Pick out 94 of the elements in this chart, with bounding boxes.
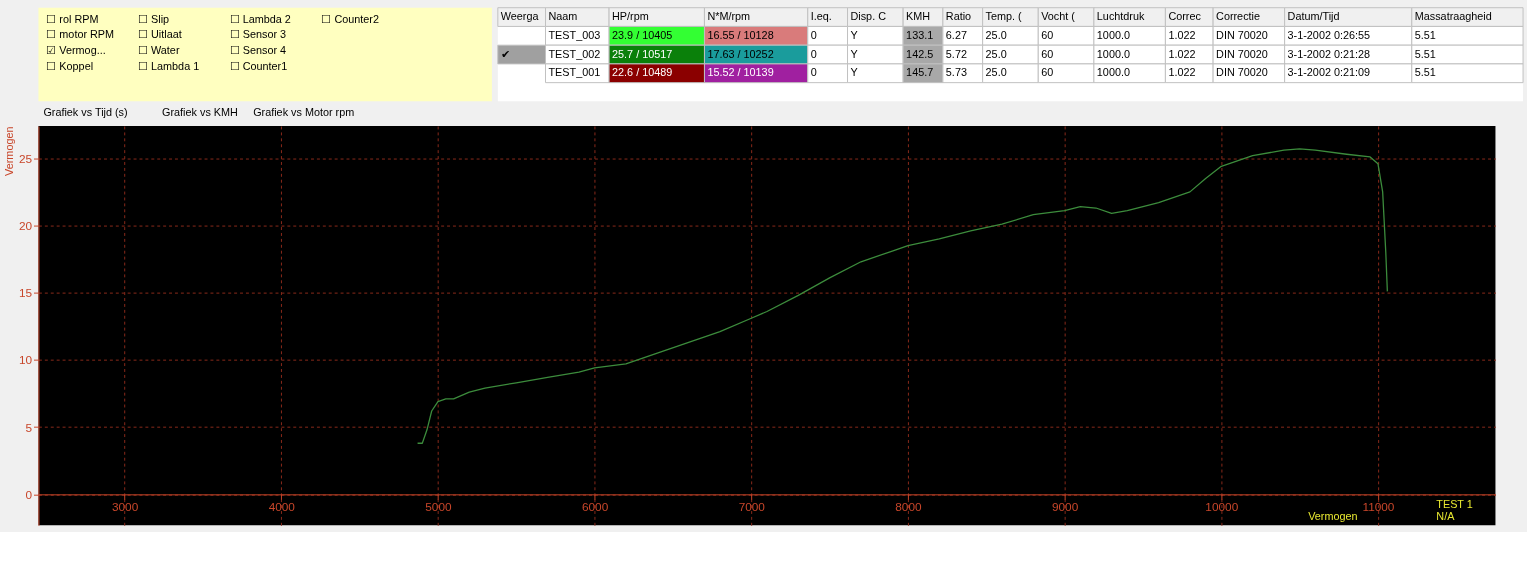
text: TEST_001 [548,66,601,79]
text: 145.7 [906,66,934,79]
x-tick-label: 10000 [1205,499,1239,514]
text: 60 [1041,66,1054,79]
text: 25.7 / 10517 [612,47,673,60]
text: 1000.0 [1096,66,1130,79]
text: Grafiek vs KMH [162,106,238,119]
category-label: N*M/rpm [707,10,751,23]
text: 5.72 [945,47,967,60]
text: ☐ Sensor 3 [229,28,287,41]
text: 1.022 [1168,28,1196,41]
y-tick-label: 5 [25,420,33,435]
text: TEST_003 [548,28,601,41]
text: ☐ Lambda 2 [229,12,291,25]
text: 60 [1041,28,1054,41]
text: 133.1 [906,28,934,41]
text: ☐ Counter2 [321,12,379,25]
text: DIN 70020 [1216,47,1268,60]
text: ☐ Uitlaat [138,28,182,41]
x-tick-label: 8000 [895,499,923,514]
y-tick-label: 0 [25,487,33,502]
text: Y [850,28,858,41]
x-tick-label: 9000 [1051,499,1079,514]
text: 22.6 / 10489 [612,66,673,79]
category-label: Vocht ( [1041,10,1076,23]
text: 5.73 [945,66,967,79]
text: 1000.0 [1096,47,1130,60]
text: 1000.0 [1096,28,1130,41]
text: ✔ [500,47,510,60]
x-tick-label: 6000 [581,499,609,514]
text: Grafiek vs Motor rpm [253,106,355,119]
category-label: I.eq. [810,10,832,23]
category-label: KMH [906,10,931,23]
text: ☐ Lambda 1 [138,59,200,72]
text: 5.51 [1414,28,1436,41]
y-tick-label: 15 [18,286,33,301]
x-tick-label: 7000 [738,499,766,514]
text: 15.52 / 10139 [707,66,774,79]
text: 25.0 [985,28,1007,41]
text: 17.63 / 10252 [707,47,774,60]
category-label: Massatraagheid [1414,10,1492,23]
x-tick-label: 3000 [111,499,139,514]
annotation: Vermogen [1308,510,1358,523]
text: 5.51 [1414,66,1436,79]
category-label: Disp. C [850,10,887,23]
text: 3-1-2002 0:21:28 [1287,47,1371,60]
text: 60 [1041,47,1054,60]
y-tick-label: 10 [18,353,33,368]
text: 142.5 [906,47,934,60]
annotation: TEST 1 [1436,497,1473,510]
y-axis-title: Vermogen [2,126,15,176]
text: Y [850,47,858,60]
y-tick-label: 20 [18,218,33,233]
text: DIN 70020 [1216,28,1268,41]
x-tick-label: 5000 [425,499,453,514]
text: 16.55 / 10128 [707,28,774,41]
annotation: N/A [1436,510,1456,523]
text: 1.022 [1168,66,1196,79]
text: ☐ Slip [138,12,170,25]
text: 0 [810,66,817,79]
x-tick-label: 11000 [1362,499,1395,514]
text: 0 [810,47,817,60]
category-label: Ratio [945,10,972,23]
text: TEST_002 [548,47,601,60]
category-label: Naam [548,10,578,23]
text: 25.0 [985,66,1007,79]
text: 3-1-2002 0:21:09 [1287,66,1371,79]
y-tick-label: 25 [18,151,33,166]
x-tick-label: 4000 [268,499,296,514]
text: 3-1-2002 0:26:55 [1287,28,1371,41]
line-series [416,148,1388,444]
text: ☐ Sensor 4 [229,44,287,57]
text: ☐ motor RPM [46,28,115,41]
text: DIN 70020 [1216,66,1268,79]
text: ☐ Water [138,44,180,57]
text: 23.9 / 10405 [612,28,673,41]
text: ☑ Vermog... [46,44,106,57]
text: 0 [810,28,817,41]
text: ☐ Counter1 [229,59,288,72]
text: ☐ rol RPM [46,12,99,25]
category-label: Luchtdruk [1096,10,1145,23]
text: ☐ Koppel [46,59,94,72]
text: 6.27 [945,28,967,41]
text: 5.51 [1414,47,1436,60]
text: Y [850,66,858,79]
category-label: Datum/Tijd [1287,10,1340,23]
category-label: Temp. ( [985,10,1023,23]
text: 25.0 [985,47,1007,60]
category-label: Weerga [500,10,540,23]
category-label: Correc [1168,10,1202,23]
category-label: Correctie [1216,10,1260,23]
text: Grafiek vs Tijd (s) [43,106,128,119]
category-label: HP/rpm [612,10,649,23]
text: 1.022 [1168,47,1196,60]
